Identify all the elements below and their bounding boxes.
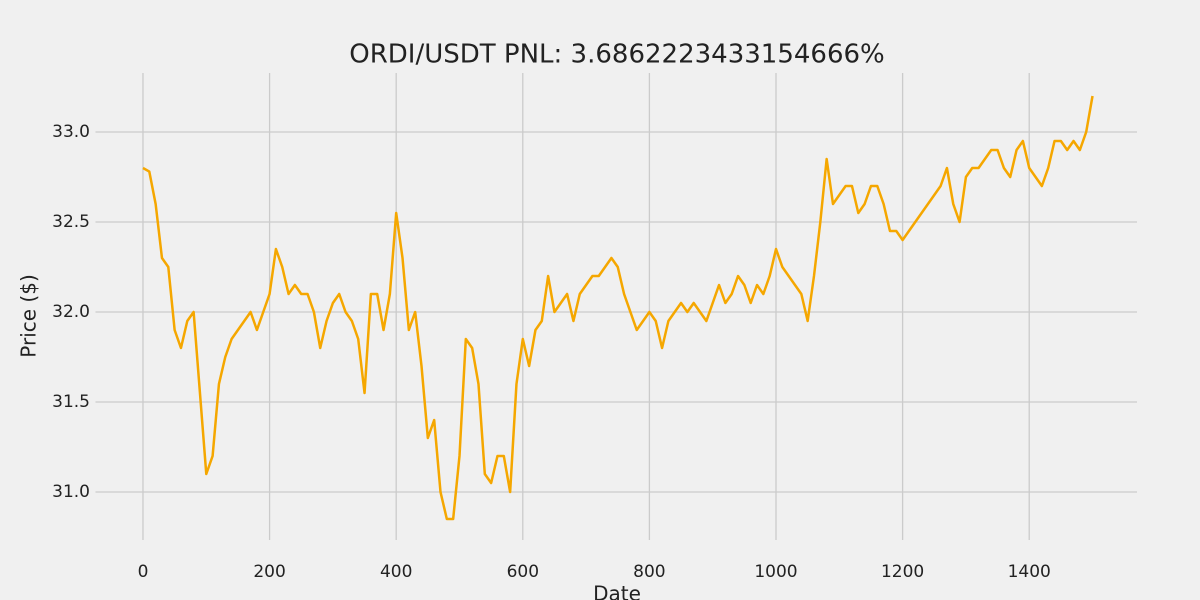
x-tick-label: 0 bbox=[138, 562, 149, 582]
x-tick-label: 1200 bbox=[881, 562, 924, 582]
y-tick-label: 32.5 bbox=[52, 212, 90, 232]
y-tick-label: 32.0 bbox=[52, 302, 90, 322]
x-tick-label: 1000 bbox=[754, 562, 797, 582]
x-tick-label: 600 bbox=[507, 562, 539, 582]
x-tick-label: 200 bbox=[253, 562, 285, 582]
chart-title: ORDI/USDT PNL: 3.6862223433154666% bbox=[349, 40, 885, 70]
y-tick-label: 31.0 bbox=[52, 482, 90, 502]
y-tick-label: 33.0 bbox=[52, 122, 90, 142]
y-tick-label: 31.5 bbox=[52, 392, 90, 412]
x-tick-label: 1400 bbox=[1008, 562, 1051, 582]
y-axis-label: Price ($) bbox=[17, 274, 41, 357]
x-tick-label: 400 bbox=[380, 562, 412, 582]
x-axis-label: Date bbox=[593, 582, 641, 600]
grid bbox=[95, 73, 1137, 540]
x-tick-label: 800 bbox=[633, 562, 665, 582]
price-line bbox=[142, 95, 1094, 521]
